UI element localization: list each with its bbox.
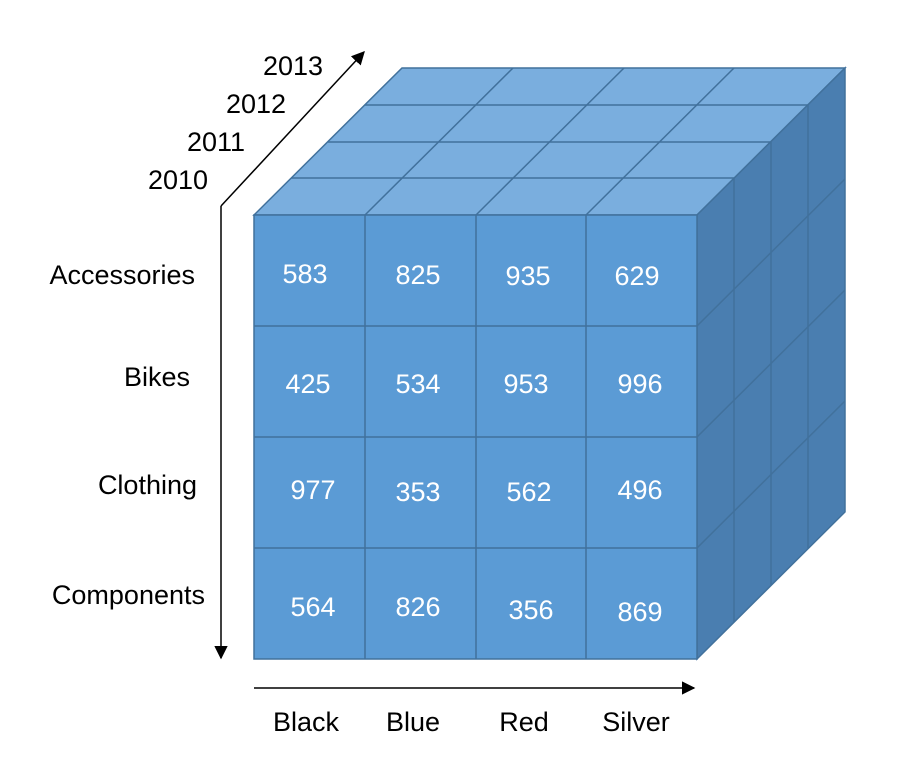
cell-value: 869 [617, 597, 662, 627]
color-label: Black [273, 707, 340, 737]
color-label: Blue [386, 707, 440, 737]
cell-value: 935 [505, 261, 550, 291]
cell-value: 825 [395, 260, 440, 290]
cell-values: 583 825 935 629 425 534 953 996 977 353 … [282, 259, 662, 627]
category-label: Components [52, 580, 205, 610]
color-labels: Black Blue Red Silver [273, 707, 670, 737]
color-label: Red [499, 707, 549, 737]
cube-front-grid [254, 215, 697, 659]
cell-value: 564 [290, 592, 335, 622]
cell-value: 496 [617, 475, 662, 505]
year-label: 2012 [226, 89, 286, 119]
cell-value: 425 [285, 369, 330, 399]
cell-value: 977 [290, 475, 335, 505]
year-label: 2013 [263, 51, 323, 81]
cell-value: 826 [395, 592, 440, 622]
color-label: Silver [602, 707, 670, 737]
year-label: 2011 [187, 127, 245, 157]
cell-value: 562 [506, 477, 551, 507]
cell-value: 353 [395, 477, 440, 507]
cell-value: 583 [282, 259, 327, 289]
cell-value: 996 [617, 369, 662, 399]
year-labels: 2010 2011 2012 2013 [148, 51, 323, 195]
cell-value: 534 [395, 369, 440, 399]
year-axis-arrow [220, 51, 365, 207]
category-labels: Accessories Bikes Clothing Components [49, 260, 205, 610]
year-label: 2010 [148, 165, 208, 195]
cell-value: 629 [614, 261, 659, 291]
category-label: Accessories [49, 260, 195, 290]
cube-top-grid [291, 67, 808, 216]
cube-side-grid [696, 105, 846, 622]
cell-value: 356 [508, 595, 553, 625]
category-label: Bikes [124, 362, 190, 392]
cell-value: 953 [503, 369, 548, 399]
category-label: Clothing [98, 470, 197, 500]
